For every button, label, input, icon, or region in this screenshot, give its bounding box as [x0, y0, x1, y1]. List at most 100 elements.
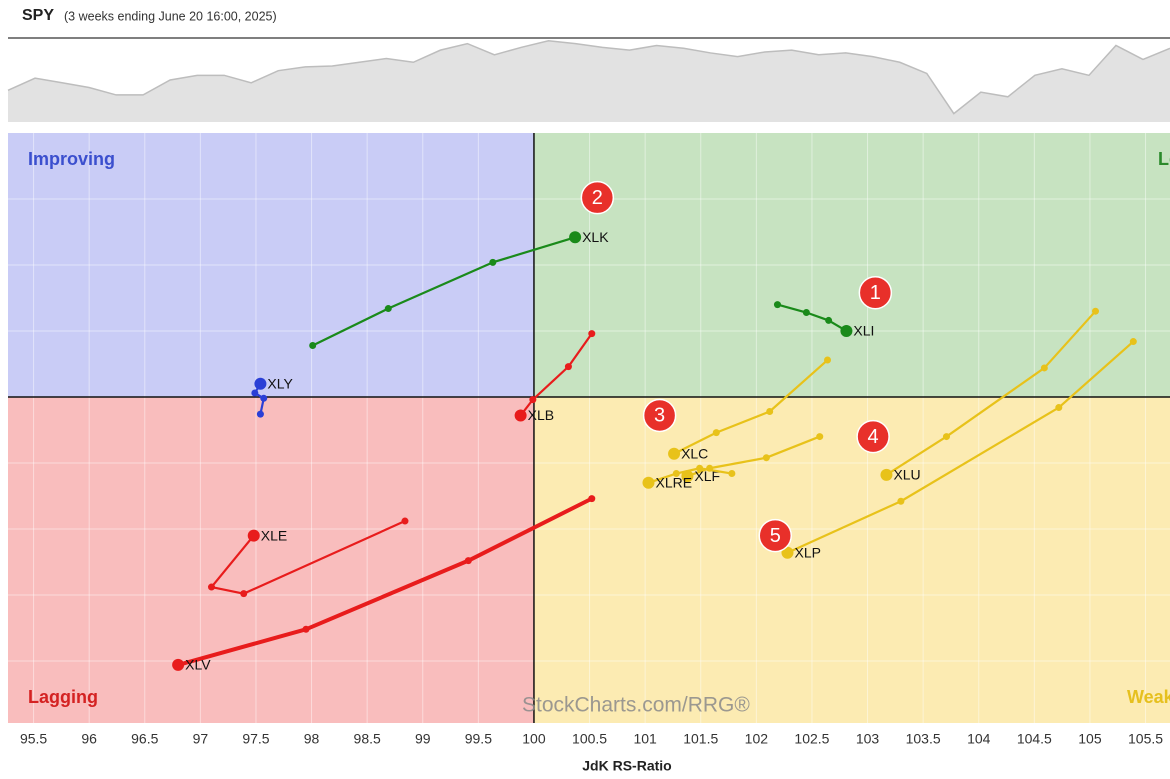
series-label: XLK — [582, 229, 609, 245]
x-tick-label: 100 — [522, 731, 546, 747]
tail-line — [777, 303, 847, 332]
x-tick-label: 104 — [967, 731, 991, 747]
badge — [758, 518, 793, 553]
tail-line — [673, 359, 829, 455]
series-label: XLRE — [655, 474, 692, 490]
x-tick-label: 105.5 — [1128, 731, 1163, 747]
tail-point — [942, 433, 950, 441]
series-label: XLP — [794, 544, 820, 560]
tail-point — [309, 342, 317, 350]
tail-point — [207, 583, 215, 591]
tail-point — [240, 590, 248, 598]
badge — [856, 419, 890, 454]
x-tick-label: 97 — [193, 731, 209, 747]
x-tick-label: 98.5 — [354, 731, 381, 747]
head-point — [642, 476, 655, 489]
quadrant-label: Weakening — [1127, 687, 1170, 707]
quadrant — [8, 396, 534, 723]
tail-point — [802, 309, 810, 317]
head-point — [668, 447, 681, 460]
tail-line — [648, 467, 733, 484]
tail-point — [712, 429, 720, 437]
tail-point — [401, 517, 409, 525]
quadrant — [533, 133, 1170, 397]
tail-point — [825, 316, 833, 324]
quadrant-label: Improving — [28, 149, 115, 169]
x-tick-label: 103.5 — [906, 731, 941, 747]
head-point — [514, 409, 527, 422]
tail-point — [696, 464, 704, 472]
head-point — [681, 470, 694, 483]
tail-point — [260, 394, 268, 402]
tail-point — [588, 495, 596, 503]
x-tick-label: 105 — [1078, 731, 1102, 747]
series-label: XLI — [853, 323, 874, 339]
badge — [642, 398, 677, 433]
head-point — [880, 468, 893, 481]
head-point — [247, 529, 260, 542]
series-label: XLY — [267, 375, 293, 391]
x-tick-label: 102.5 — [794, 731, 829, 747]
quadrant — [533, 396, 1170, 723]
badge-label: 3 — [654, 405, 665, 427]
tail-point — [773, 301, 781, 309]
quadrant-label: Lagging — [28, 687, 98, 707]
badge — [858, 275, 893, 310]
tail-point — [1040, 364, 1048, 372]
x-tick-label: 98 — [304, 731, 320, 747]
series-label: XLF — [694, 468, 720, 484]
tail-point — [464, 557, 472, 565]
tail-point — [1055, 404, 1063, 412]
x-tick-label: 95.5 — [20, 731, 47, 747]
x-tick-label: 99 — [415, 731, 431, 747]
badge — [580, 180, 615, 215]
x-tick-label: 102 — [745, 731, 769, 747]
spy-area — [8, 40, 1170, 122]
x-tick-label: 100.5 — [572, 731, 607, 747]
head-point — [254, 377, 267, 390]
tail-point — [824, 356, 832, 364]
tail-point — [384, 305, 392, 313]
tail-point — [564, 363, 572, 371]
tail-point — [1129, 338, 1137, 346]
tail-line — [687, 435, 821, 478]
plot: Improving Leading Lagging Weakening StockCha… — [8, 133, 1170, 723]
series-label: XLE — [261, 527, 287, 543]
series-label: XLB — [528, 407, 554, 423]
quadrant — [8, 133, 534, 397]
x-tick-label: 104.5 — [1017, 731, 1052, 747]
badge-label: 1 — [870, 282, 881, 304]
series-label: XLV — [185, 657, 211, 673]
tail-line — [885, 310, 1097, 476]
tail-point — [672, 470, 680, 478]
watermark: StockCharts.com/RRG® — [522, 694, 750, 717]
badge-label: 5 — [770, 525, 781, 547]
spy-line — [7, 40, 1170, 115]
x-tick-label: 99.5 — [465, 731, 492, 747]
chart-subtitle: (3 weeks ending June 20 16:00, 2025) — [64, 9, 277, 23]
tail-point — [1091, 307, 1099, 315]
head-point — [781, 546, 794, 559]
tail-point — [489, 258, 497, 266]
quadrant-label: Leading — [1158, 149, 1170, 169]
tail-line — [312, 236, 576, 347]
tail-line — [177, 496, 593, 667]
tail-point — [728, 470, 736, 478]
head-point — [569, 231, 582, 244]
tail-point — [529, 396, 537, 404]
badge-label: 4 — [868, 426, 879, 448]
x-tick-label: 96.5 — [131, 731, 158, 747]
tail-line — [787, 340, 1135, 554]
x-tick-label: 101.5 — [683, 731, 718, 747]
x-tick-label: 101 — [633, 731, 657, 747]
tail-line — [519, 332, 593, 417]
tail-point — [897, 497, 905, 505]
series-label: XLU — [893, 467, 920, 483]
tail-point — [256, 410, 264, 418]
badge-label: 2 — [592, 187, 603, 209]
tail-point — [762, 454, 770, 462]
tail-line — [210, 520, 406, 595]
x-tick-label: 96 — [81, 731, 97, 747]
head-point — [172, 658, 185, 671]
